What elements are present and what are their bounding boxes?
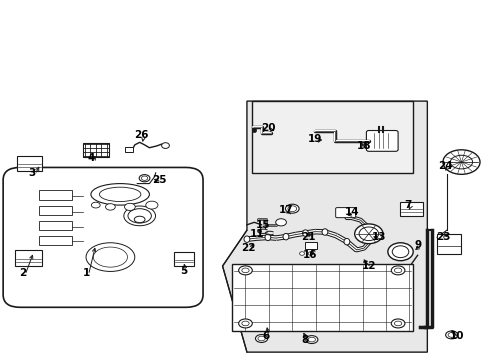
Ellipse shape: [128, 209, 151, 223]
Bar: [305, 242, 317, 249]
FancyBboxPatch shape: [366, 131, 397, 151]
Ellipse shape: [275, 219, 286, 226]
Ellipse shape: [390, 266, 404, 275]
Text: 18: 18: [356, 141, 370, 151]
Ellipse shape: [445, 331, 457, 339]
Ellipse shape: [302, 230, 308, 236]
Ellipse shape: [391, 246, 408, 258]
Ellipse shape: [287, 206, 296, 212]
Ellipse shape: [139, 175, 150, 182]
Bar: [39, 236, 72, 245]
Ellipse shape: [305, 336, 317, 343]
Text: 14: 14: [344, 207, 358, 217]
Ellipse shape: [390, 319, 404, 328]
Ellipse shape: [285, 204, 299, 213]
Text: 15: 15: [255, 220, 270, 230]
Text: 20: 20: [260, 123, 275, 133]
Text: 3: 3: [29, 168, 36, 178]
Text: 16: 16: [303, 250, 317, 260]
Ellipse shape: [354, 224, 382, 244]
Bar: [39, 206, 72, 215]
Text: 22: 22: [241, 243, 255, 253]
Text: 25: 25: [152, 175, 166, 185]
Ellipse shape: [307, 337, 315, 342]
Bar: [173, 252, 194, 266]
Ellipse shape: [242, 268, 248, 273]
FancyBboxPatch shape: [3, 167, 203, 307]
Bar: [251, 101, 412, 173]
Ellipse shape: [283, 233, 288, 240]
Ellipse shape: [442, 150, 479, 174]
Text: 17: 17: [278, 206, 293, 216]
Ellipse shape: [86, 243, 135, 271]
Ellipse shape: [257, 336, 264, 341]
Text: 7: 7: [404, 200, 411, 210]
Text: 5: 5: [180, 266, 187, 276]
Ellipse shape: [394, 268, 401, 273]
Text: 2: 2: [19, 268, 26, 278]
Ellipse shape: [93, 247, 127, 267]
Ellipse shape: [308, 252, 313, 255]
Bar: [125, 147, 133, 152]
Ellipse shape: [299, 252, 304, 255]
Ellipse shape: [124, 203, 135, 211]
Text: 10: 10: [448, 331, 463, 341]
Ellipse shape: [343, 238, 349, 245]
Ellipse shape: [447, 333, 454, 337]
Ellipse shape: [134, 216, 145, 223]
Text: 12: 12: [361, 261, 375, 271]
Ellipse shape: [394, 321, 401, 326]
Ellipse shape: [161, 143, 169, 148]
Text: 13: 13: [370, 232, 385, 242]
Text: 8: 8: [301, 334, 308, 345]
Ellipse shape: [264, 234, 270, 240]
Bar: [39, 190, 72, 200]
Ellipse shape: [91, 184, 149, 205]
Text: 26: 26: [134, 130, 148, 140]
Text: 19: 19: [307, 134, 322, 144]
Text: 1: 1: [82, 268, 89, 278]
Ellipse shape: [242, 321, 248, 326]
Text: 11: 11: [249, 229, 264, 239]
Ellipse shape: [123, 206, 155, 226]
Ellipse shape: [99, 187, 141, 202]
Text: 4: 4: [87, 153, 94, 163]
Bar: [436, 234, 461, 253]
Text: 24: 24: [437, 161, 452, 171]
Ellipse shape: [387, 243, 412, 261]
Ellipse shape: [322, 229, 327, 235]
Ellipse shape: [255, 334, 267, 342]
Ellipse shape: [238, 266, 252, 275]
Ellipse shape: [358, 227, 378, 240]
FancyBboxPatch shape: [335, 208, 355, 218]
Bar: [399, 202, 422, 216]
Text: 21: 21: [300, 232, 314, 242]
Bar: [17, 156, 42, 171]
Bar: [232, 264, 412, 330]
Ellipse shape: [105, 204, 115, 210]
Text: 9: 9: [413, 239, 420, 249]
Text: 23: 23: [435, 232, 450, 242]
Bar: [15, 250, 42, 266]
Ellipse shape: [145, 201, 158, 209]
Ellipse shape: [244, 236, 249, 242]
Ellipse shape: [238, 319, 252, 328]
Polygon shape: [222, 101, 427, 352]
Ellipse shape: [91, 202, 100, 208]
Bar: [39, 221, 72, 230]
Ellipse shape: [141, 176, 147, 180]
Bar: [82, 143, 109, 157]
Text: 6: 6: [262, 331, 269, 341]
